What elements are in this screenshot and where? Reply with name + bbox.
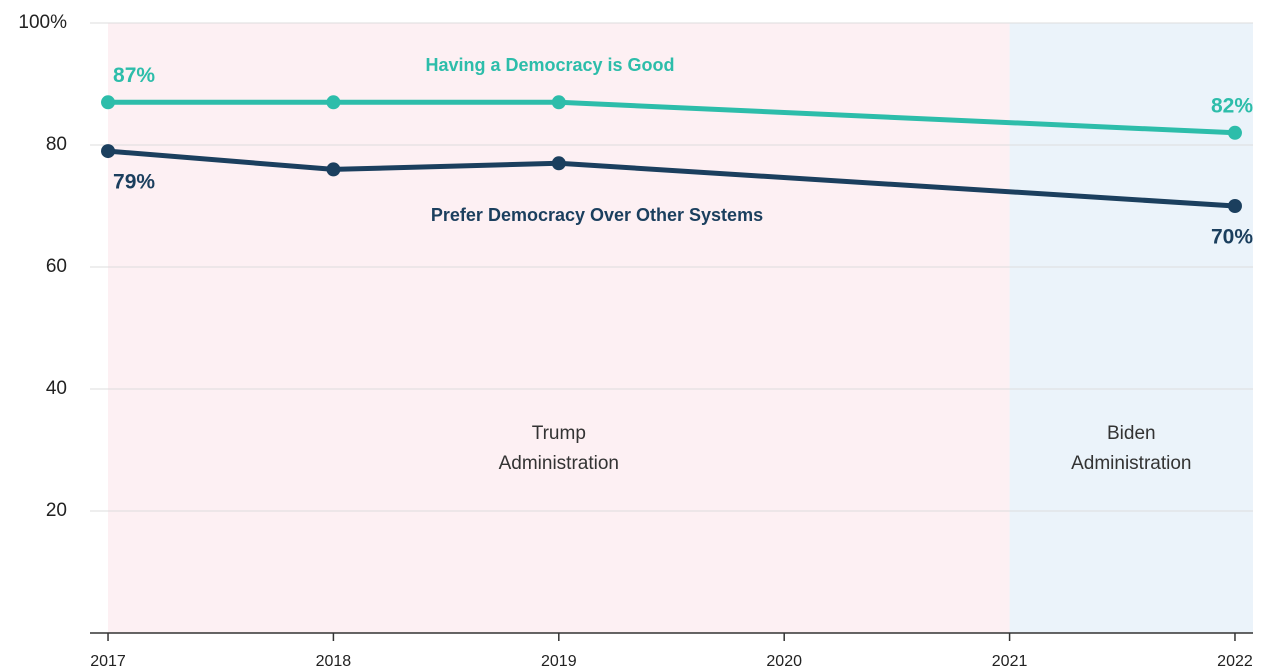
x-tick-label: 2021 bbox=[992, 653, 1028, 670]
value-label: 79% bbox=[113, 171, 155, 194]
value-label: 87% bbox=[113, 64, 155, 87]
band-label: Administration bbox=[499, 453, 619, 474]
line bbox=[108, 99, 1236, 136]
value-label: 82% bbox=[1211, 94, 1253, 117]
series-label: Prefer Democracy Over Other Systems bbox=[431, 205, 763, 225]
x-tick-label: 2017 bbox=[90, 653, 126, 670]
point bbox=[551, 95, 566, 110]
y-tick-label: 80 bbox=[46, 134, 67, 155]
point bbox=[326, 162, 341, 177]
point bbox=[1227, 125, 1242, 140]
x-tick-label: 2018 bbox=[316, 653, 352, 670]
band-label: Administration bbox=[1071, 453, 1191, 474]
x-tick-label: 2022 bbox=[1217, 653, 1253, 670]
point bbox=[1227, 199, 1242, 213]
line bbox=[107, 148, 1236, 209]
x-tick-label: 2020 bbox=[766, 653, 802, 670]
band-label: Biden bbox=[1107, 423, 1156, 444]
point bbox=[326, 95, 341, 110]
point bbox=[551, 156, 566, 171]
y-tick-label: 100% bbox=[18, 12, 67, 33]
point bbox=[101, 144, 116, 159]
band bbox=[108, 23, 1010, 633]
series-label: Having a Democracy is Good bbox=[425, 55, 674, 75]
y-tick-label: 40 bbox=[46, 378, 67, 399]
band-label: Trump bbox=[532, 423, 586, 444]
point bbox=[101, 95, 116, 110]
x-tick-label: 2019 bbox=[541, 653, 577, 670]
y-tick-label: 20 bbox=[46, 500, 67, 521]
value-label: 70% bbox=[1211, 226, 1253, 249]
y-tick-label: 60 bbox=[46, 256, 67, 277]
